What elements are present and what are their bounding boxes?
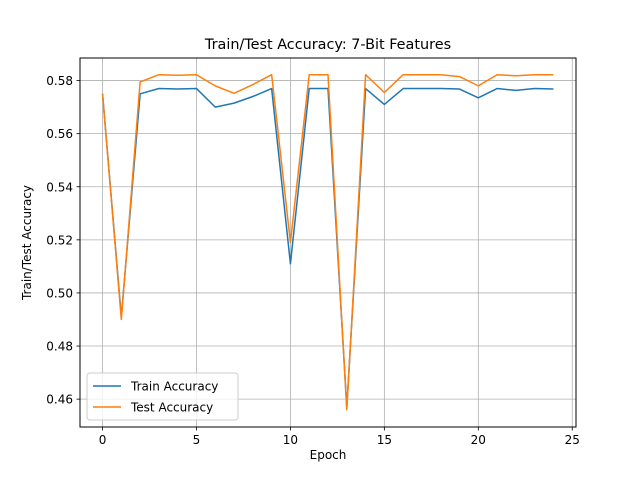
y-tick-label: 0.50 (46, 286, 73, 300)
y-tick-label: 0.46 (46, 393, 73, 407)
legend-label: Test Accuracy (130, 401, 213, 415)
legend: Train Accuracy Test Accuracy (86, 372, 239, 421)
x-tick-label: 20 (471, 433, 486, 447)
legend-label: Train Accuracy (130, 380, 218, 394)
series-line-test-accuracy (101, 73, 554, 411)
plot-frame (79, 57, 577, 428)
x-tick-label: 0 (99, 433, 107, 447)
y-tick-label: 0.52 (46, 233, 73, 247)
x-axis-label: Epoch (310, 448, 347, 462)
y-tick-label: 0.54 (46, 180, 73, 194)
series-lines (101, 73, 554, 411)
x-tick-label: 25 (565, 433, 580, 447)
y-tick-label: 0.58 (46, 74, 73, 88)
x-tick-label: 5 (193, 433, 201, 447)
chart-title: Train/Test Accuracy: 7-Bit Features (204, 37, 451, 53)
y-tick-label: 0.56 (46, 127, 73, 141)
y-tick-label: 0.48 (46, 340, 73, 354)
y-axis-label: Train/Test Accuracy (20, 185, 34, 301)
grid (80, 58, 576, 427)
x-tick-label: 15 (377, 433, 392, 447)
legend-box (86, 372, 239, 421)
axis-ticks: 0 5 10 15 20 25 0.46 0.48 0.50 0.52 0.54 0.56 0.58 (46, 74, 580, 447)
series-line-train-accuracy (101, 87, 554, 408)
x-tick-label: 10 (283, 433, 298, 447)
